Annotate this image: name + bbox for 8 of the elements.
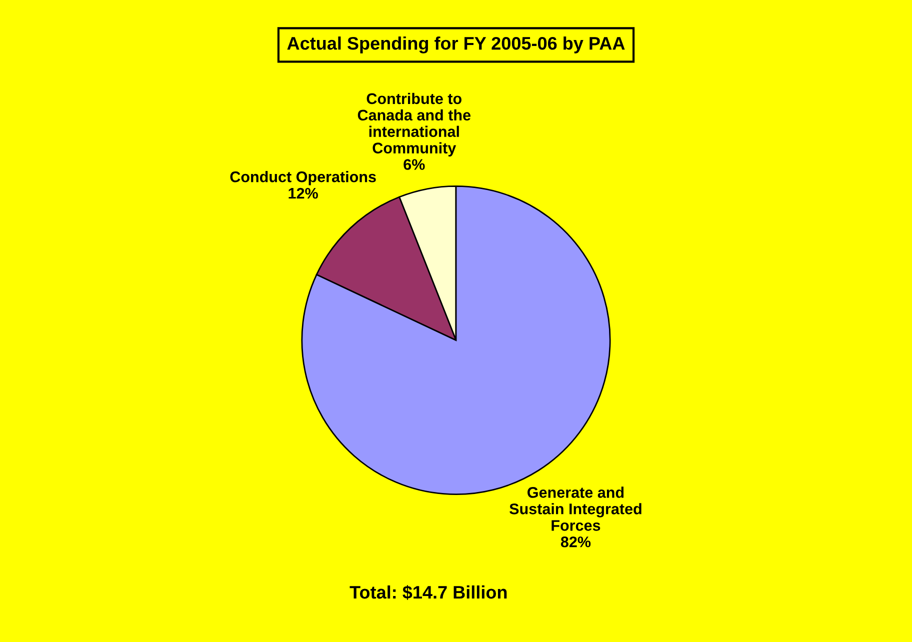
chart-title: Actual Spending for FY 2005-06 by PAA	[287, 36, 625, 54]
text: Total: $14.7 Billion	[350, 585, 507, 600]
slice-label: Generate and Sustain Integrated Forces	[510, 486, 642, 531]
slice-label: Conduct Operations	[230, 171, 376, 186]
slice-label: Contribute to Canada and the international Community	[358, 92, 470, 156]
data-label: 12%	[288, 188, 318, 199]
data-label: 82%	[560, 536, 591, 548]
data-label: 6%	[404, 159, 425, 170]
